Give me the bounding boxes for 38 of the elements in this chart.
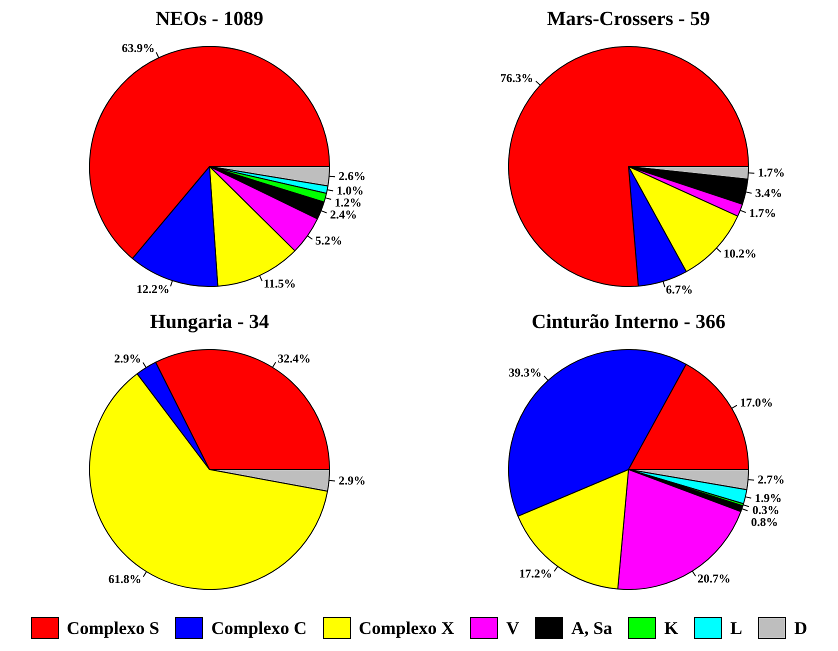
data-label: 39.3% bbox=[508, 365, 542, 380]
data-label: 2.7% bbox=[758, 472, 785, 487]
chart-title: Hungaria - 34 bbox=[150, 311, 269, 334]
legend-label: Complexo S bbox=[66, 618, 160, 638]
data-label: 6.7% bbox=[666, 282, 693, 297]
legend-label: Complexo C bbox=[211, 618, 307, 638]
chart-title: Cinturão Interno - 366 bbox=[532, 311, 726, 334]
data-label: 10.2% bbox=[724, 246, 757, 261]
legend-label: D bbox=[794, 618, 808, 638]
data-label: 1.2% bbox=[334, 196, 362, 210]
data-label: 1.0% bbox=[336, 184, 364, 198]
data-label: 2.4% bbox=[330, 208, 357, 222]
data-label: 11.5% bbox=[264, 276, 296, 290]
data-label: 1.7% bbox=[758, 166, 785, 180]
legend-label: V bbox=[506, 618, 520, 638]
data-label: 2.9% bbox=[338, 473, 366, 488]
data-label: 61.8% bbox=[108, 572, 142, 586]
data-label: 17.0% bbox=[740, 396, 774, 410]
data-label: 2.9% bbox=[114, 352, 142, 366]
data-label: 3.4% bbox=[755, 186, 782, 200]
data-label: 63.9% bbox=[122, 41, 155, 56]
legend-label: K bbox=[664, 618, 678, 638]
data-label: 5.2% bbox=[315, 233, 342, 248]
legend-label: Complexo X bbox=[358, 618, 454, 638]
data-label: 0.8% bbox=[750, 515, 778, 530]
data-label: 20.7% bbox=[697, 571, 730, 586]
chart-title: Mars-Crossers - 59 bbox=[547, 8, 710, 30]
data-label: 12.2% bbox=[136, 282, 170, 296]
data-label: 17.2% bbox=[519, 566, 552, 580]
legend-label: A, Sa bbox=[571, 618, 612, 638]
data-label: 2.6% bbox=[338, 169, 366, 184]
data-label: 76.3% bbox=[500, 70, 534, 85]
data-label: 1.9% bbox=[754, 491, 782, 506]
chart-title: NEOs - 1089 bbox=[156, 8, 264, 30]
data-label: 0.3% bbox=[752, 503, 780, 518]
data-label: 1.7% bbox=[749, 206, 776, 220]
data-label: 32.4% bbox=[278, 351, 311, 366]
legend-label: L bbox=[730, 618, 742, 638]
